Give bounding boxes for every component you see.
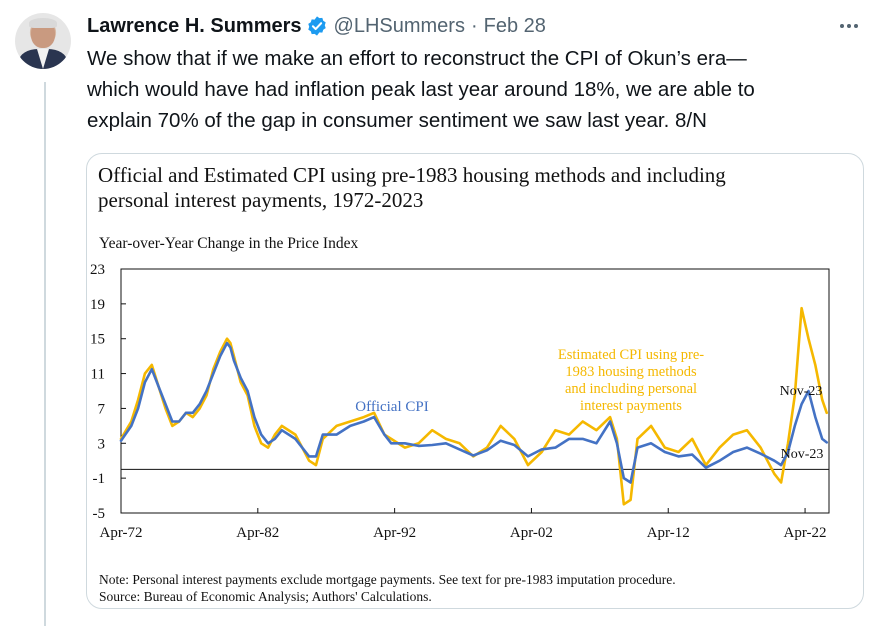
chart-note-line: Source: Bureau of Economic Analysis; Aut… (99, 589, 432, 604)
y-tick-label: 23 (90, 262, 105, 278)
tweet-date[interactable]: Feb 28 (483, 14, 546, 37)
y-tick-label: 3 (98, 436, 106, 452)
verified-badge-icon (306, 15, 328, 37)
tweet-media-chart[interactable]: Official and Estimated CPI using pre-198… (86, 153, 864, 609)
nov-23-annotation: Nov-23 (780, 384, 823, 399)
tweet-text-line: We show that if we make an effort to rec… (87, 47, 747, 70)
header-separator: · (470, 14, 478, 37)
cpi-line-chart: 23 19 15 11 7 3 -1 -5 Apr-72 Apr-82 Apr-92 Apr-02 A… (90, 262, 830, 541)
author-handle[interactable]: @LHSummers (333, 14, 465, 37)
author-name[interactable]: Lawrence H. Summers (87, 14, 302, 37)
estimated-cpi-annotation: interest payments (580, 398, 682, 414)
tweet-header: Lawrence H. Summers @LHSummers · Feb 28 (87, 13, 546, 39)
avatar-hair (29, 18, 57, 28)
x-tick-label: Apr-72 (99, 525, 142, 541)
y-tick-label: 7 (98, 401, 106, 417)
official-cpi-line (119, 341, 828, 484)
y-tick-label: 11 (91, 367, 105, 383)
y-tick-label: -5 (93, 506, 106, 522)
x-tick-label: Apr-22 (784, 525, 827, 541)
tweet-text-line: which would have had inflation peak last… (87, 78, 755, 101)
more-dot (854, 24, 858, 28)
estimated-cpi-line (119, 306, 828, 506)
chart-title-line: Official and Estimated CPI using pre-198… (98, 163, 726, 187)
tweet-text-line: explain 70% of the gap in consumer senti… (87, 109, 707, 132)
more-options-icon[interactable] (834, 14, 864, 38)
y-tick-label: -1 (93, 471, 106, 487)
chart-title-line: personal interest payments, 1972-2023 (98, 188, 424, 212)
more-dot (847, 24, 851, 28)
chart-title: Official and Estimated CPI using pre-198… (98, 163, 818, 213)
thread-connector-line (44, 82, 46, 626)
estimated-cpi-annotation: and including personal (565, 381, 697, 397)
estimated-cpi-annotation: Estimated CPI using pre- (558, 347, 704, 363)
plot-frame (120, 268, 830, 514)
y-axis-title: Year-over-Year Change in the Price Index (99, 235, 359, 252)
official-cpi-annotation: Official CPI (355, 399, 428, 415)
chart-note-line: Note: Personal interest payments exclude… (99, 572, 676, 587)
tweet-text: We show that if we make an effort to rec… (87, 43, 857, 136)
x-tick-label: Apr-02 (510, 525, 553, 541)
x-tick-label: Apr-12 (647, 525, 690, 541)
y-tick-label: 19 (90, 297, 105, 313)
chart-note: Note: Personal interest payments exclude… (99, 571, 676, 605)
avatar[interactable] (15, 13, 71, 69)
x-tick-label: Apr-92 (373, 525, 416, 541)
more-dot (840, 24, 844, 28)
y-tick-label: 15 (90, 332, 105, 348)
nov-23-annotation: Nov-23 (781, 447, 824, 462)
estimated-cpi-annotation: 1983 housing methods (565, 364, 697, 380)
x-tick-label: Apr-82 (236, 525, 279, 541)
